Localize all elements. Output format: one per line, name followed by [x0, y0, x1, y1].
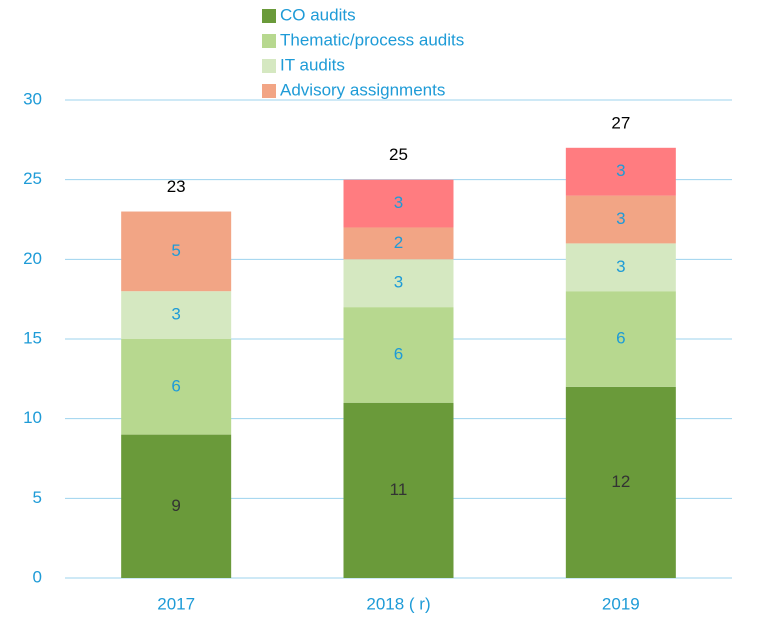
- value-label: 6: [616, 328, 625, 347]
- legend-label: Thematic/process audits: [280, 30, 464, 49]
- value-label: 5: [171, 241, 180, 260]
- value-label: 3: [394, 193, 403, 212]
- total-label: 25: [389, 145, 408, 164]
- value-label: 11: [390, 480, 408, 499]
- bar-segment: [343, 402, 454, 578]
- bar-segment: [343, 259, 454, 308]
- bar-segment: [343, 307, 454, 403]
- bar-segment: [121, 211, 232, 292]
- y-tick-label: 25: [23, 169, 42, 188]
- y-tick-label: 20: [23, 249, 42, 268]
- x-tick-label: 2018 ( r): [366, 594, 430, 613]
- value-label: 3: [394, 273, 403, 292]
- legend-label: IT audits: [280, 55, 345, 74]
- legend-swatch: [262, 59, 276, 73]
- legend-swatch: [262, 34, 276, 48]
- total-label: 27: [611, 113, 630, 132]
- y-tick-label: 0: [33, 567, 42, 586]
- legend-swatch: [262, 9, 276, 23]
- bar-segment: [343, 179, 454, 228]
- value-label: 3: [171, 305, 180, 324]
- y-tick-label: 15: [23, 328, 42, 347]
- bar-segment: [343, 227, 454, 260]
- x-tick-label: 2019: [602, 594, 640, 613]
- value-label: 6: [394, 344, 403, 363]
- value-label: 3: [616, 161, 625, 180]
- value-label: 2: [394, 233, 403, 252]
- bar-segment: [565, 386, 676, 578]
- y-tick-label: 5: [33, 488, 42, 507]
- legend-label: Advisory assignments: [280, 80, 445, 99]
- x-tick-label: 2017: [157, 594, 195, 613]
- legend-label: CO audits: [280, 5, 356, 24]
- bar-segment: [121, 434, 232, 578]
- total-label: 23: [167, 177, 186, 196]
- y-tick-label: 10: [23, 408, 42, 427]
- bar-segment: [565, 147, 676, 196]
- bar-segment: [565, 195, 676, 244]
- value-label: 3: [616, 257, 625, 276]
- legend-swatch: [262, 84, 276, 98]
- y-tick-label: 30: [23, 89, 42, 108]
- value-label: 9: [171, 496, 180, 515]
- bar-segment: [121, 291, 232, 339]
- value-label: 12: [611, 472, 630, 491]
- value-label: 6: [171, 376, 180, 395]
- bar-segment: [565, 243, 676, 292]
- bar-segment: [121, 339, 232, 435]
- value-label: 3: [616, 209, 625, 228]
- bar-segment: [565, 291, 676, 387]
